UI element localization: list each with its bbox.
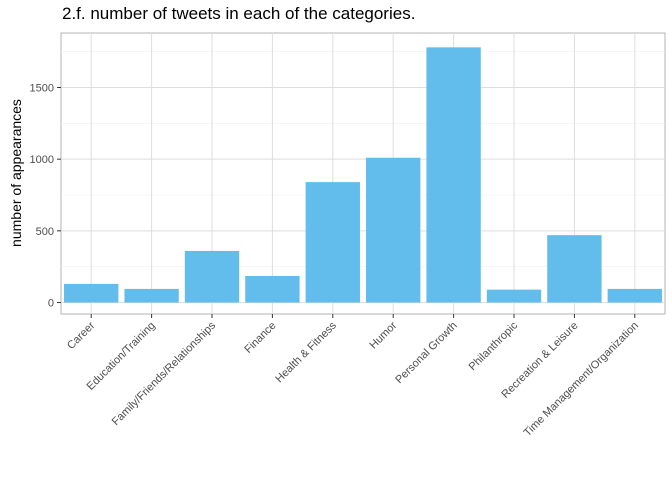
x-tick-label: Time Management/Organization <box>522 320 641 439</box>
bar-humor <box>366 157 421 303</box>
bar-health-fitness <box>305 182 360 303</box>
x-tick-label: Career <box>65 319 97 351</box>
y-axis-ticks: 0 500 1000 1500 <box>30 82 61 310</box>
x-tick-label: Personal Growth <box>393 320 459 386</box>
x-tick-label: Humor <box>367 319 399 351</box>
bar-education-training <box>124 288 179 303</box>
bar-finance <box>245 276 300 303</box>
y-tick-label: 500 <box>36 226 54 238</box>
x-tick-label: Finance <box>242 320 278 356</box>
x-axis-ticks: CareerEducation/TrainingFamily/Friends/R… <box>65 314 641 439</box>
bar-time-management-organization <box>607 288 662 303</box>
y-tick-label: 1500 <box>30 82 54 94</box>
bar-recreation-leisure <box>547 235 602 303</box>
y-axis-title: number of appearances <box>8 99 24 247</box>
x-tick-label: Health & Fitness <box>273 319 339 385</box>
bars <box>64 47 662 303</box>
y-tick-label: 1000 <box>30 154 54 166</box>
bar-family-friends-relationships <box>184 250 240 303</box>
y-tick-label: 0 <box>48 298 54 310</box>
x-tick-label: Philanthropic <box>467 319 521 373</box>
x-tick-label: Family/Friends/Relationships <box>110 319 219 428</box>
bar-career <box>64 283 119 303</box>
chart-title: 2.f. number of tweets in each of the cat… <box>62 4 416 23</box>
bar-philanthropic <box>486 289 542 303</box>
bar-personal-growth <box>426 47 481 303</box>
